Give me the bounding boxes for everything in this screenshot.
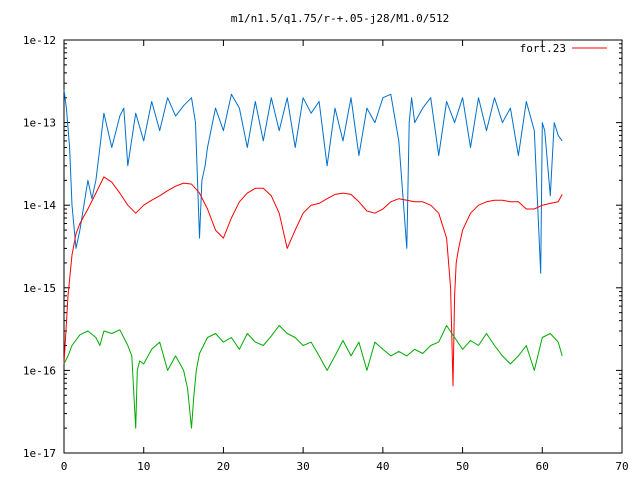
x-tick-label: 40 bbox=[376, 460, 389, 473]
legend: fort.23 bbox=[520, 42, 607, 55]
x-tick-label: 10 bbox=[137, 460, 150, 473]
series-line-blue bbox=[63, 89, 563, 274]
plot-frame bbox=[63, 39, 623, 454]
y-axis: 1e-17 1e-16 1e-15 1e-14 1e-13 1e-12 bbox=[23, 34, 622, 460]
x-tick-label: 60 bbox=[536, 460, 549, 473]
series-line-fort-23 bbox=[63, 176, 563, 387]
series-group bbox=[63, 89, 563, 429]
y-tick-label: 1e-16 bbox=[23, 364, 56, 377]
y-tick-label: 1e-15 bbox=[23, 282, 56, 295]
y-tick-label: 1e-13 bbox=[23, 117, 56, 130]
x-tick-label: 20 bbox=[217, 460, 230, 473]
chart-title: m1/n1.5/q1.75/r-+.05-j28/M1.0/512 bbox=[231, 12, 450, 25]
x-tick-label: 30 bbox=[297, 460, 310, 473]
x-tick-label: 0 bbox=[61, 460, 68, 473]
y-tick-label: 1e-12 bbox=[23, 34, 56, 47]
x-tick-label: 50 bbox=[456, 460, 469, 473]
series-line-green bbox=[63, 325, 563, 429]
x-axis: 0 10 20 30 40 50 60 70 bbox=[61, 40, 629, 473]
y-tick-label: 1e-14 bbox=[23, 199, 56, 212]
legend-label-fort-23: fort.23 bbox=[520, 42, 566, 55]
y-tick-label: 1e-17 bbox=[23, 447, 56, 460]
x-tick-label: 70 bbox=[615, 460, 628, 473]
